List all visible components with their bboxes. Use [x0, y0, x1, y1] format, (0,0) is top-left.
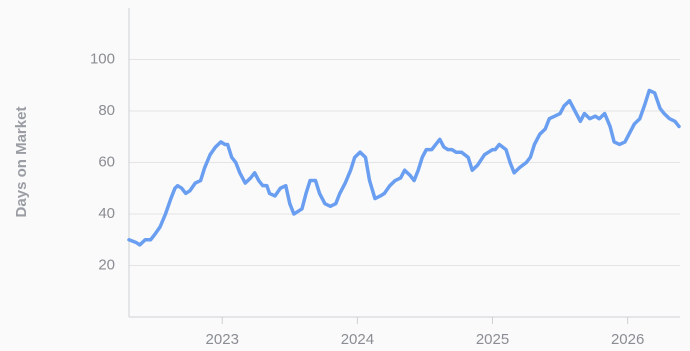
- x-tick-label: 2026: [611, 331, 644, 348]
- y-tick-label: 40: [98, 205, 115, 222]
- x-tick-label: 2023: [206, 331, 239, 348]
- y-tick-label: 20: [98, 256, 115, 273]
- y-tick-label: 80: [98, 102, 115, 119]
- y-tick-label: 100: [90, 50, 115, 67]
- y-tick-label: 60: [98, 153, 115, 170]
- y-axis-label: Days on Market: [13, 107, 30, 218]
- x-tick-label: 2024: [341, 331, 374, 348]
- data-line: [127, 88, 681, 247]
- x-tick-label: 2025: [476, 331, 509, 348]
